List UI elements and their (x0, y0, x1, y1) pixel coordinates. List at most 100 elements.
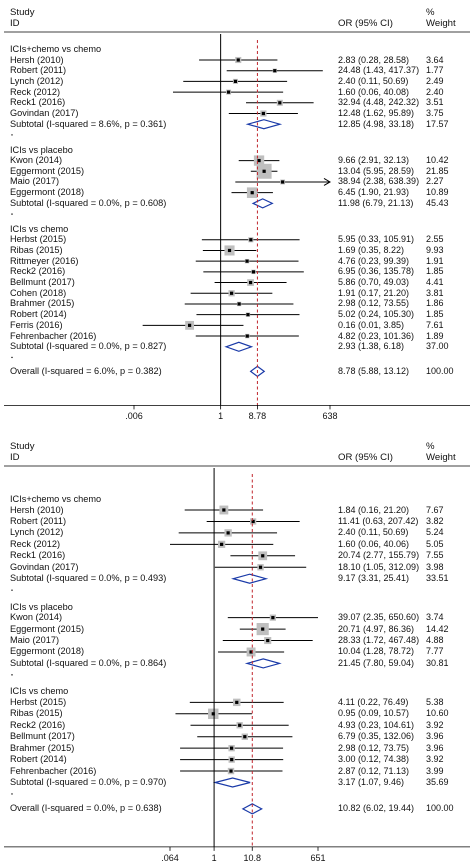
header-weight: Weight (426, 18, 456, 29)
study-weight: 10.89 (426, 187, 449, 198)
study-name: Bellmunt (2017) (10, 277, 75, 288)
axis-tick-label: .064 (161, 852, 179, 863)
study-weight: 3.51 (426, 97, 444, 108)
study-name: Eggermont (2018) (10, 646, 85, 657)
study-name: Ribas (2015) (10, 708, 63, 719)
study-weight: 14.42 (426, 623, 449, 634)
study-point (251, 519, 255, 524)
study-point (237, 302, 241, 306)
study-name: Eggermont (2018) (10, 187, 85, 198)
study-or-ci: 2.83 (0.28, 28.58) (338, 54, 410, 65)
subtotal-label: Subtotal (I-squared = 8.6%, p = 0.361) (10, 118, 167, 129)
study-or-ci: 1.84 (0.16, 21.20) (338, 504, 410, 515)
study-or-ci: 10.04 (1.28, 78.72) (338, 646, 415, 657)
study-weight: 5.05 (426, 538, 444, 549)
study-point (226, 90, 231, 94)
study-or-ci: 11.41 (0.63, 207.42) (338, 515, 419, 526)
study-or-ci: 20.74 (2.77, 155.79) (338, 550, 420, 561)
subtotal-label: Subtotal (I-squared = 0.0%, p = 0.864) (10, 657, 167, 668)
study-or-ci: 5.02 (0.24, 105.30) (338, 309, 415, 320)
study-or-ci: 3.00 (0.12, 74.38) (338, 754, 410, 765)
study-or-ci: 39.07 (2.35, 650.60) (338, 612, 420, 623)
study-point (249, 650, 253, 654)
subtotal-diamond (231, 573, 269, 584)
subtotal-diamond (251, 198, 274, 209)
study-weight: 3.75 (426, 108, 444, 118)
study-or-ci: 4.76 (0.23, 99.39) (338, 255, 410, 266)
study-point (211, 712, 215, 716)
study-name: Reck1 (2016) (10, 97, 66, 108)
study-weight: 3.92 (426, 754, 444, 765)
axis-tick-label: 638 (322, 411, 338, 422)
subtotal-weight: 45.43 (426, 197, 449, 208)
study-point (278, 101, 282, 105)
study-point (250, 191, 254, 195)
study-weight: 1.89 (426, 330, 444, 341)
subtotal-or-ci: 12.85 (4.98, 33.18) (338, 118, 415, 129)
study-or-ci: 2.40 (0.11, 50.69) (338, 527, 409, 538)
study-weight: 4.41 (426, 277, 444, 288)
study-point (236, 58, 240, 62)
study-name: Herbst (2015) (10, 696, 67, 707)
axis-tick-label: 8.78 (248, 411, 267, 422)
study-weight: 7.77 (426, 646, 444, 657)
study-point (227, 248, 232, 253)
separator-dot (11, 356, 13, 359)
overall-label: Overall (I-squared = 0.0%, p = 0.638) (10, 803, 162, 814)
study-or-ci: 6.95 (0.36, 135.78) (338, 266, 415, 277)
study-name: Reck1 (2016) (10, 550, 66, 561)
study-point (243, 735, 247, 739)
study-name: Herbst (2015) (10, 234, 67, 245)
study-point (222, 508, 226, 512)
group-label: ICIs+chemo vs chemo (10, 44, 102, 54)
subtotal-weight: 30.81 (426, 657, 449, 668)
study-name: Fehrenbacher (2016) (10, 330, 97, 341)
header-id: ID (10, 18, 20, 29)
study-weight: 10.42 (426, 155, 449, 166)
study-or-ci: 5.86 (0.70, 49.03) (338, 277, 410, 288)
header-percent: % (426, 7, 435, 18)
subtotal-or-ci: 21.45 (7.80, 59.04) (338, 657, 415, 668)
header-weight: Weight (426, 452, 456, 463)
study-point (235, 700, 239, 704)
plot-svg (4, 465, 470, 851)
study-point (261, 554, 265, 558)
study-or-ci: 0.16 (0.01, 3.85) (338, 319, 405, 330)
separator-dot (11, 793, 13, 795)
study-weight: 2.27 (426, 176, 444, 187)
study-name: Govindan (2017) (10, 108, 79, 118)
study-weight: 3.74 (426, 612, 444, 623)
study-weight: 7.61 (426, 319, 444, 330)
subtotal-or-ci: 11.98 (6.79, 21.13) (338, 197, 414, 208)
group-label: ICIs+chemo vs chemo (10, 494, 102, 504)
plot-svg (4, 31, 470, 410)
study-name: Reck (2012) (10, 86, 61, 97)
overall-weight: 100.00 (426, 803, 454, 814)
study-weight: 3.96 (426, 731, 444, 742)
subtotal-or-ci: 2.93 (1.38, 6.18) (338, 341, 405, 352)
study-weight: 3.99 (426, 765, 444, 776)
study-or-ci: 6.79 (0.35, 132.06) (338, 731, 415, 742)
study-or-ci: 32.94 (4.48, 242.32) (338, 97, 420, 108)
study-point (261, 111, 265, 116)
group-label: ICIs vs chemo (10, 686, 69, 697)
study-name: Reck2 (2016) (10, 266, 66, 277)
study-point (271, 616, 275, 620)
study-name: Robert (2014) (10, 309, 67, 320)
subtotal-label: Subtotal (I-squared = 0.0%, p = 0.827) (10, 341, 167, 352)
study-point (257, 158, 261, 163)
study-or-ci: 13.04 (5.95, 28.59) (338, 165, 415, 176)
header-or-ci: OR (95% CI) (338, 18, 393, 29)
study-weight: 21.85 (426, 165, 449, 176)
study-or-ci: 12.48 (1.62, 95.89) (338, 108, 415, 118)
study-weight: 10.60 (426, 708, 449, 719)
study-or-ci: 2.40 (0.11, 50.69) (338, 75, 409, 86)
study-or-ci: 38.94 (2.38, 638.39) (338, 176, 420, 187)
study-weight: 1.86 (426, 298, 444, 309)
study-name: Reck (2012) (10, 538, 61, 549)
study-point (245, 259, 249, 263)
study-weight: 4.88 (426, 635, 444, 646)
study-name: Hersh (2010) (10, 504, 64, 515)
study-or-ci: 28.33 (1.72, 467.48) (338, 635, 420, 646)
separator-dot (11, 213, 13, 215)
